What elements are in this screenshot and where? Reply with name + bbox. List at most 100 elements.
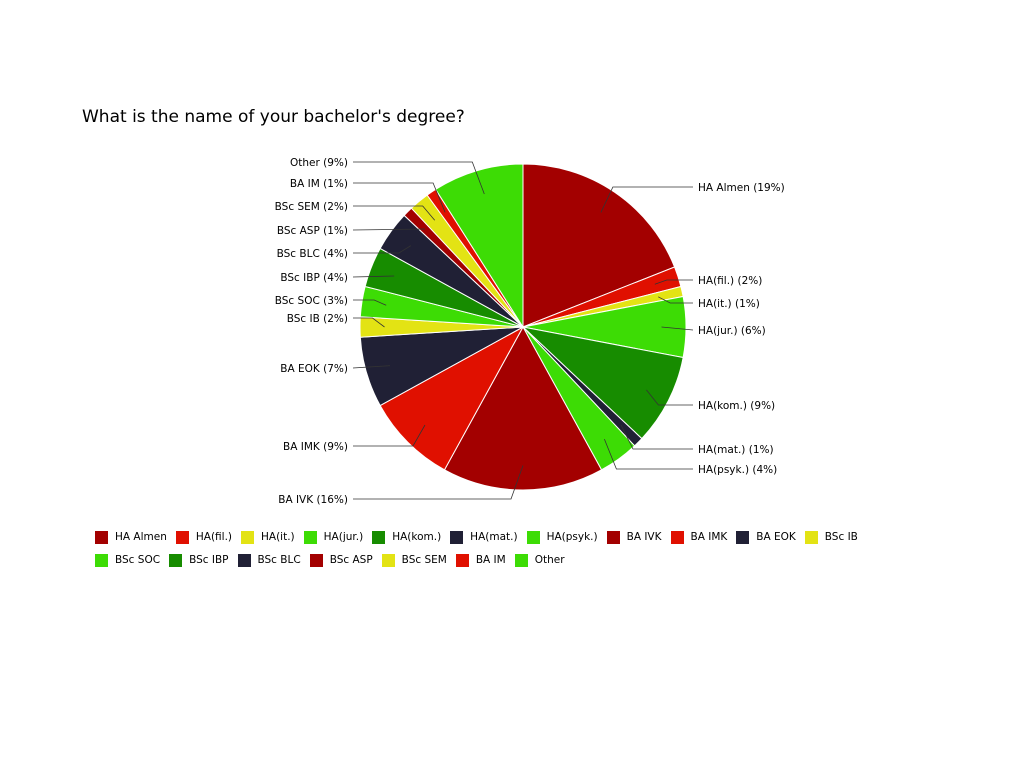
legend-swatch	[95, 553, 108, 567]
legend-item: BSc SEM	[381, 553, 447, 567]
legend-label: BA IMK	[690, 531, 728, 543]
legend-swatch	[670, 530, 684, 544]
legend-swatch	[303, 530, 317, 544]
slice-label-bsc-blc: BSc BLC (4%)	[277, 248, 348, 260]
legend-swatch	[606, 530, 620, 544]
legend-label: HA(kom.)	[392, 531, 442, 543]
leader-line-bsc-sem	[353, 205, 436, 221]
legend-label: BSc SOC	[115, 554, 161, 566]
legend-label: BSc BLC	[257, 554, 301, 566]
legend-label: HA(fil.)	[195, 531, 232, 543]
legend-label: HA(jur.)	[323, 531, 364, 543]
pie-slices	[359, 163, 687, 491]
legend-label: BA EOK	[756, 531, 796, 543]
legend-label: BA IVK	[626, 531, 662, 543]
pie-labels: HA Almen (19%) HA(fil.) (2%) HA(it.) (1%) H…	[275, 157, 785, 506]
slice-label-other: Other (9%)	[290, 157, 348, 169]
slice-label-ha-jur: HA(jur.) (6%)	[698, 325, 766, 337]
slice-label-ha-psyk: HA(psyk.) (4%)	[698, 464, 777, 476]
legend-item: BSc IB	[804, 530, 858, 544]
legend-item: HA(jur.)	[303, 530, 364, 544]
slice-label-ba-eok: BA EOK (7%)	[280, 363, 348, 375]
slice-label-bsc-asp: BSc ASP (1%)	[277, 225, 348, 237]
legend-label: BSc IB	[824, 531, 858, 543]
legend-item: BA IM	[455, 553, 506, 567]
legend-item: BA IMK	[670, 530, 728, 544]
slice-label-ha-fil: HA(fil.) (2%)	[698, 275, 762, 287]
legend-swatch	[175, 530, 189, 544]
slice-label-ha-almen: HA Almen (19%)	[698, 182, 785, 194]
leader-line-other	[353, 161, 485, 195]
leader-line-ha-it	[658, 296, 693, 304]
leader-line-bsc-asp	[352, 228, 426, 231]
legend-item: BSc BLC	[237, 553, 301, 567]
pie-slice-ba-ivk	[443, 325, 603, 491]
legend-swatch	[381, 553, 395, 567]
legend-swatch	[372, 530, 386, 544]
legend-swatch	[95, 530, 108, 544]
slice-label-ba-im: BA IM (1%)	[290, 178, 348, 190]
legend-item: BA EOK	[736, 530, 796, 544]
slice-label-ba-ivk: BA IVK (16%)	[278, 494, 348, 506]
leader-line-bsc-soc	[353, 299, 387, 306]
slice-label-ba-imk: BA IMK (9%)	[283, 441, 348, 453]
legend-swatch	[514, 553, 528, 567]
slice-label-ha-kom: HA(kom.) (9%)	[698, 400, 775, 412]
leader-line-ba-imk	[353, 424, 426, 447]
legend-item: BA IVK	[606, 530, 662, 544]
pie-slice-ha-almen	[522, 163, 676, 328]
leader-line-bsc-ibp	[352, 275, 395, 278]
legend-swatch	[241, 530, 254, 544]
slice-label-ha-it: HA(it.) (1%)	[698, 298, 760, 310]
legend-item: BSc IBP	[169, 553, 229, 567]
legend-swatch	[804, 530, 818, 544]
pie-leader-lines	[352, 161, 694, 500]
pie-slice-ha-kom	[521, 326, 684, 440]
legend-item: HA(fil.)	[175, 530, 232, 544]
leader-line-ba-ivk	[353, 465, 524, 500]
legend-swatch	[450, 530, 464, 544]
legend-swatch	[736, 530, 750, 544]
pie-slice-other	[434, 163, 524, 329]
slice-label-bsc-ibp: BSc IBP (4%)	[280, 272, 348, 284]
leader-line-bsc-blc	[353, 245, 412, 254]
legend-swatch	[526, 530, 540, 544]
slice-label-bsc-soc: BSc SOC (3%)	[275, 295, 348, 307]
legend-item: HA(it.)	[241, 530, 295, 544]
legend-item: HA Almen	[95, 530, 167, 544]
legend-label: BA IM	[475, 554, 506, 566]
legend-label: HA Almen	[115, 531, 167, 543]
legend-label: Other	[534, 554, 565, 566]
legend-label: HA(psyk.)	[546, 531, 598, 543]
leader-line-ha-mat	[620, 424, 693, 450]
legend-label: BSc SEM	[401, 554, 447, 566]
legend-label: BSc IBP	[189, 554, 229, 566]
legend-swatch	[309, 553, 323, 567]
leader-line-ha-jur	[661, 326, 694, 331]
legend-swatch	[237, 553, 251, 567]
slice-label-bsc-ib: BSc IB (2%)	[287, 313, 348, 325]
legend-swatch	[455, 553, 469, 567]
legend-item: BSc SOC	[95, 553, 160, 567]
leader-line-ha-almen	[600, 186, 693, 213]
legend-label: HA(mat.)	[470, 531, 518, 543]
chart-title: What is the name of your bachelor's degr…	[82, 107, 465, 127]
legend-item: HA(kom.)	[372, 530, 441, 544]
legend-label: HA(it.)	[261, 531, 295, 543]
pie-slice-ba-imk	[379, 325, 525, 471]
leader-line-ha-psyk	[604, 438, 693, 470]
leader-line-ha-fil	[654, 279, 693, 285]
legend-label: BSc ASP	[329, 554, 373, 566]
slice-label-bsc-sem: BSc SEM (2%)	[275, 201, 348, 213]
leader-line-ha-kom	[646, 389, 693, 406]
leader-line-ba-im	[353, 182, 446, 213]
legend-item: Other	[514, 553, 565, 567]
leader-line-bsc-ib	[353, 317, 385, 328]
legend-item: BSc ASP	[309, 553, 373, 567]
legend-swatch	[169, 553, 183, 567]
leader-line-ba-eok	[352, 365, 391, 369]
slice-label-ha-mat: HA(mat.) (1%)	[698, 444, 774, 456]
legend-item: HA(mat.)	[450, 530, 518, 544]
chart-legend: HA Almen HA(fil.) HA(it.) HA(jur.) HA(kom.) H…	[95, 530, 935, 567]
